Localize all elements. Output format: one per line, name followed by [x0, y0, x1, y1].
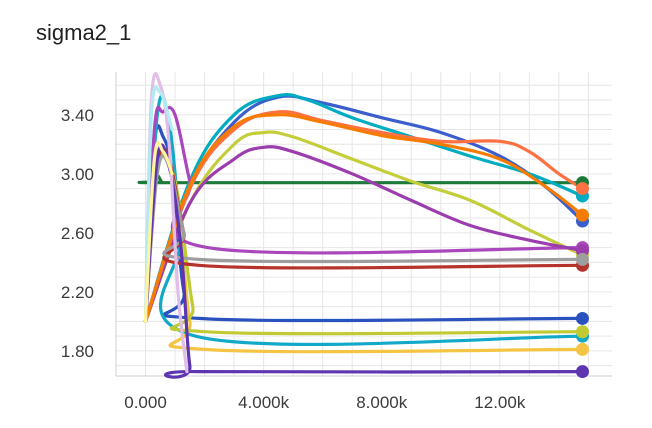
x-tick-label: 8.000k — [356, 393, 408, 412]
series-end-marker-2 — [575, 311, 589, 325]
y-tick-label: 2.20 — [61, 283, 94, 302]
series-line-12 — [143, 113, 585, 323]
x-tick-label: 0.000 — [124, 393, 167, 412]
y-tick-label: 3.00 — [61, 165, 94, 184]
series-end-marker-11 — [575, 182, 589, 196]
series-line-18 — [143, 140, 174, 323]
x-tick-label: 12.00k — [474, 393, 526, 412]
series-line-15 — [143, 143, 585, 379]
series-line-9 — [143, 105, 585, 323]
series-end-marker-12 — [575, 208, 589, 222]
y-tick-label: 3.40 — [61, 106, 94, 125]
series-end-marker-7 — [575, 325, 589, 339]
series-line-10 — [143, 145, 585, 323]
y-tick-label: 2.60 — [61, 224, 94, 243]
series-end-marker-14 — [575, 252, 589, 266]
series-line-8 — [143, 130, 585, 323]
x-tick-label: 4.000k — [238, 393, 290, 412]
series-end-marker-6 — [575, 342, 589, 356]
series-line-11 — [143, 110, 585, 323]
y-tick-label: 1.80 — [61, 342, 94, 361]
chart-title: sigma2_1 — [36, 20, 132, 45]
series-end-marker-15 — [575, 365, 589, 379]
